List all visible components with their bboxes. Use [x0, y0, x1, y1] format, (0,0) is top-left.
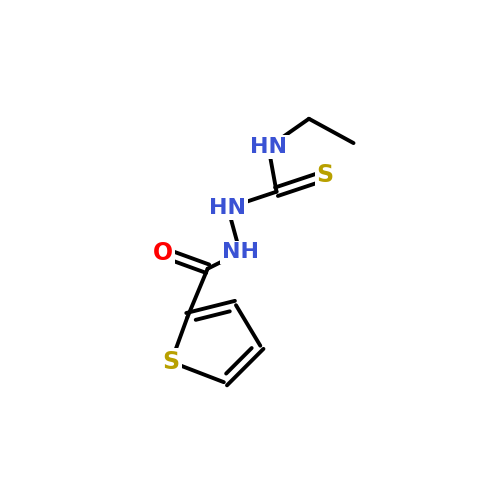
Text: NH: NH: [222, 242, 258, 262]
Text: HN: HN: [250, 137, 287, 157]
Text: O: O: [153, 240, 173, 264]
Text: S: S: [316, 164, 334, 188]
Text: HN: HN: [210, 198, 246, 218]
Text: S: S: [162, 350, 180, 374]
